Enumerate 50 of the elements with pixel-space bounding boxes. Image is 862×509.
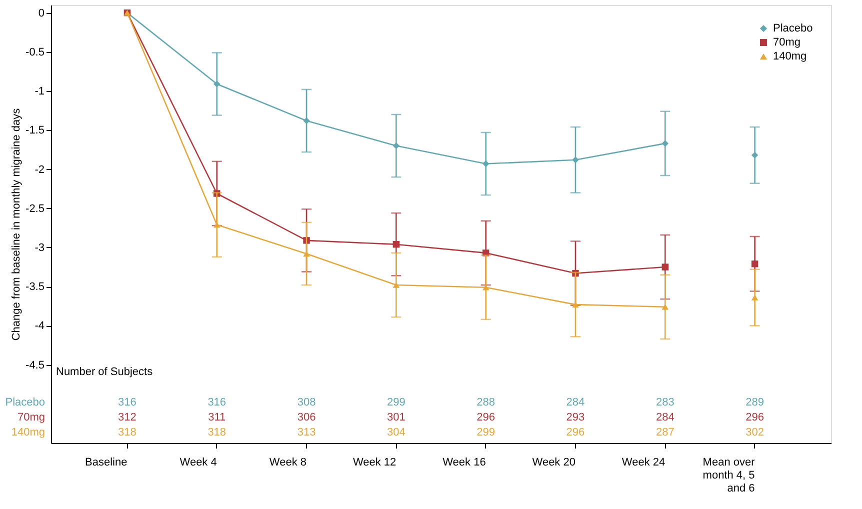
legend-label: Placebo xyxy=(773,22,813,34)
legend-label: 70mg xyxy=(773,36,801,48)
annotation: 296 xyxy=(566,426,585,439)
y-tick-label: -1 xyxy=(34,86,44,98)
x-tick-label: Week 12 xyxy=(352,456,396,468)
y-axis-title: Change from baseline in monthly migraine days xyxy=(10,108,23,341)
annotation: 296 xyxy=(476,412,496,424)
x-tick-label: Week 16 xyxy=(442,456,486,468)
annotation: Number of Subjects xyxy=(56,366,154,378)
annotation: 296 xyxy=(746,412,764,424)
y-tick-label: -3 xyxy=(34,242,44,254)
y-tick-label: -2 xyxy=(34,164,44,176)
y-tick-label: 0 xyxy=(38,7,44,20)
x-tick-label: Week 24 xyxy=(622,456,666,468)
y-tick-label: -0.5 xyxy=(26,46,44,58)
annotation: 318 xyxy=(208,426,226,439)
x-tick-label: Week 20 xyxy=(532,456,576,468)
annotation: 301 xyxy=(386,412,406,424)
annotation: 299 xyxy=(386,396,406,409)
annotation: 289 xyxy=(746,396,764,409)
annotation: 293 xyxy=(566,412,585,424)
annotation: 318 xyxy=(118,426,136,439)
y-tick-label: -2.5 xyxy=(26,202,44,215)
y-tick-label: -4 xyxy=(34,320,44,332)
y-tick-label: -4.5 xyxy=(26,359,44,372)
annotation: 299 xyxy=(476,426,496,439)
annotation: 312 xyxy=(118,412,136,424)
x-tick-label: Week 4 xyxy=(180,456,217,468)
y-tick-label: -3.5 xyxy=(26,281,44,294)
annotation: 284 xyxy=(566,396,585,409)
annotation: 316 xyxy=(208,396,226,409)
x-tick-label: Baseline xyxy=(85,456,128,468)
x-tick-label: Mean over month 4, 5 and 6 xyxy=(702,456,756,494)
legend-label: 140mg xyxy=(773,50,807,62)
annotation: 302 xyxy=(746,426,764,439)
annotation: 313 xyxy=(297,426,316,439)
text: 140mg xyxy=(11,426,45,439)
annotation: 283 xyxy=(656,396,674,409)
annotation: 306 xyxy=(297,412,316,424)
annotation: 288 xyxy=(476,396,496,409)
annotation: 284 xyxy=(656,412,674,424)
annotation: 316 xyxy=(118,396,136,409)
annotation: 304 xyxy=(386,426,406,439)
annotation: 311 xyxy=(208,412,226,424)
text: Placebo xyxy=(5,396,45,409)
annotation: 287 xyxy=(656,426,674,439)
annotation: 308 xyxy=(297,396,316,409)
y-tick-label: -1.5 xyxy=(26,124,44,137)
text: 70mg xyxy=(17,412,45,424)
x-tick-label: Week 8 xyxy=(269,456,307,468)
